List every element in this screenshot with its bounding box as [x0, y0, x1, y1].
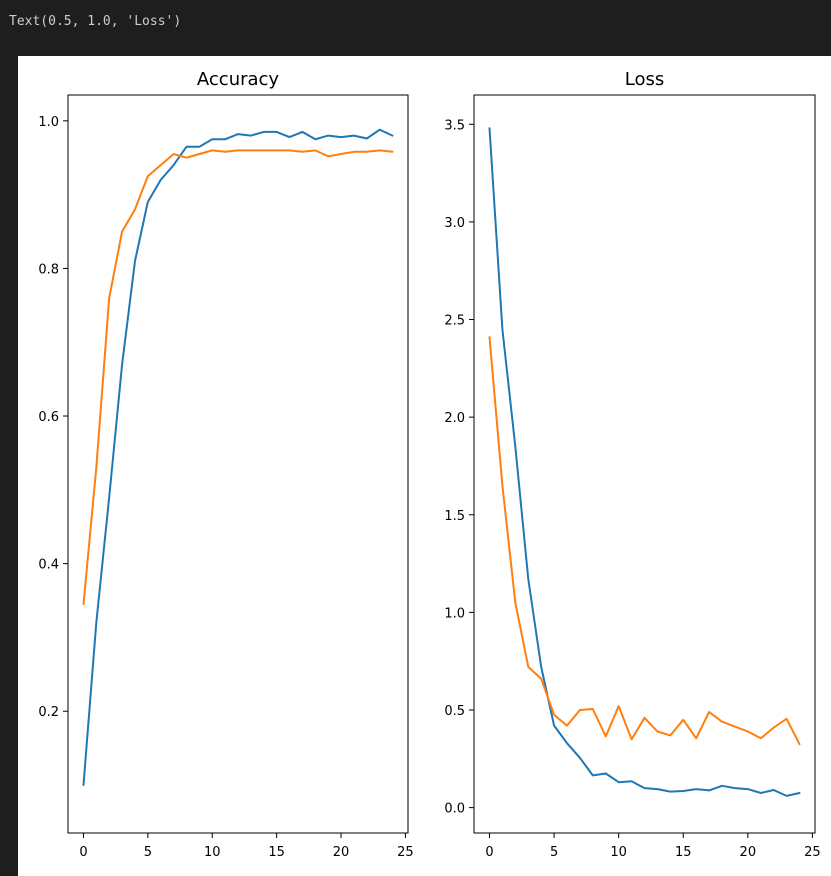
accuracy-xtick-label: 10 — [204, 845, 221, 860]
loss-ytick-label: 2.0 — [444, 411, 465, 426]
accuracy-xtick-label: 0 — [79, 845, 87, 860]
loss-ytick-label: 1.0 — [444, 606, 465, 621]
loss-series-1-line — [488, 127, 801, 797]
loss-ytick-label: 2.5 — [444, 314, 465, 329]
accuracy-axes-frame — [67, 94, 409, 834]
cell-output: Text(0.5, 1.0, 'Loss') — [0, 0, 831, 52]
accuracy-ytick-label: 0.4 — [38, 558, 59, 573]
loss-xtick-label: 20 — [740, 845, 757, 860]
accuracy-xtick-label: 20 — [333, 845, 350, 860]
accuracy-ytick-label: 1.0 — [38, 115, 59, 130]
accuracy-title: Accuracy — [197, 69, 280, 90]
loss-series-2-line — [488, 336, 801, 746]
loss-xtick-label: 15 — [675, 845, 692, 860]
loss-xtick-label: 25 — [804, 845, 821, 860]
loss-ytick-label: 0.5 — [444, 704, 465, 719]
accuracy-xtick-label: 5 — [144, 845, 152, 860]
accuracy-ytick-label: 0.6 — [38, 410, 59, 425]
loss-xtick-label: 10 — [610, 845, 627, 860]
accuracy-xtick-label: 25 — [397, 845, 414, 860]
loss-ytick-label: 1.5 — [444, 509, 465, 524]
loss-title: Loss — [625, 69, 664, 90]
loss-xtick-label: 0 — [485, 845, 493, 860]
accuracy-ytick-label: 0.2 — [38, 705, 59, 720]
loss-ytick-label: 3.5 — [444, 118, 465, 133]
loss-xtick-label: 5 — [550, 845, 558, 860]
accuracy-ytick-label: 0.8 — [38, 262, 59, 277]
loss-ytick-label: 0.0 — [444, 802, 465, 817]
loss-ytick-label: 3.0 — [444, 216, 465, 231]
accuracy-series-2-line — [82, 149, 394, 606]
output-text: Text(0.5, 1.0, 'Loss') — [9, 14, 182, 29]
loss-axes-frame — [473, 94, 816, 834]
accuracy-series-1-line — [82, 128, 394, 786]
accuracy-xtick-label: 15 — [268, 845, 285, 860]
